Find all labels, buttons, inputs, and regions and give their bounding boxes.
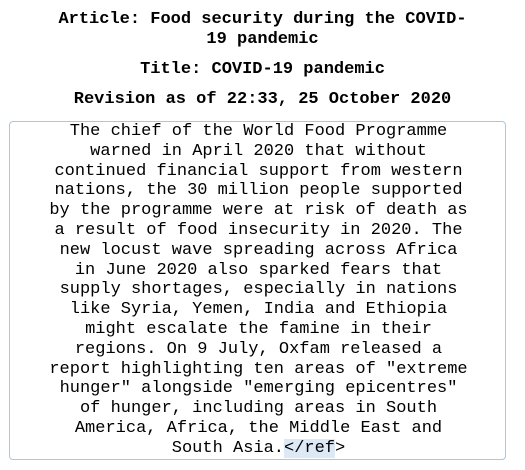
text-line: by the programme were at risk of death a… (49, 201, 468, 221)
text-line: continued financial support from western (54, 161, 463, 181)
text-editor[interactable]: The chief of the World Food Programme wa… (9, 121, 506, 460)
revision-label: Revision as of 22:33, 25 October 2020 (73, 90, 452, 109)
text-line: report highlighting ten areas of "extrem… (49, 359, 468, 379)
text-line-last: South Asia.</ref> (10, 438, 507, 459)
text-line: hunger" alongside "emerging epicentres" (59, 379, 458, 399)
text-line: might escalate the famine in their (85, 320, 432, 339)
page-title: Title: COVID-19 pandemic (140, 60, 385, 79)
text-line: regions. On 9 July, Oxfam released a (74, 339, 443, 359)
text-segment-end: > (335, 438, 346, 458)
text-line: supply shortages, especially in nations (59, 280, 458, 300)
text-line: of hunger, including areas in South (79, 399, 438, 419)
text-line: nations, the 30 million people supported (54, 181, 463, 201)
text-line: in June 2020 also sparked fears that (74, 260, 443, 280)
text-line: new locust wave spreading across Africa (59, 240, 458, 260)
article-heading-continued: 19 pandemic (206, 30, 319, 49)
text-segment: South Asia. (171, 438, 284, 458)
article-heading: Article: Food security during the COVID- (58, 10, 467, 29)
text-line: a result of food insecurity in 2020. The (54, 221, 463, 240)
text-line: The chief of the World Food Programme (69, 122, 448, 141)
text-line: warned in April 2020 that without (90, 141, 427, 161)
ref-tag-highlight: </ref (284, 438, 336, 458)
text-line: America, Africa, the Middle East and (74, 419, 443, 438)
text-line: like Syria, Yemen, India and Ethiopia (69, 300, 448, 320)
